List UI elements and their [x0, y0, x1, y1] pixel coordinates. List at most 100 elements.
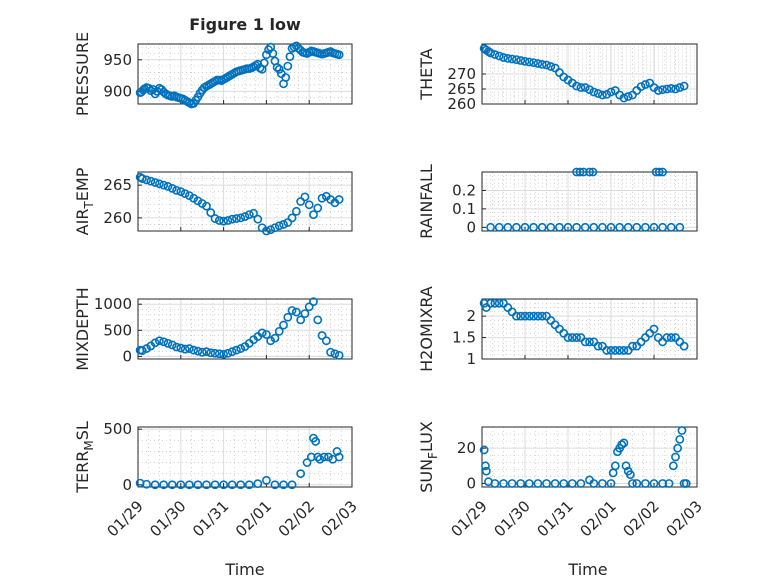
data-point — [486, 222, 495, 232]
data-point — [202, 347, 211, 357]
data-point — [227, 480, 237, 490]
data-point — [494, 51, 504, 61]
data-point — [163, 338, 173, 348]
data-point — [481, 466, 491, 476]
data-point — [334, 350, 344, 360]
data-point — [662, 84, 672, 94]
ylabel-h2omixra: H2OMIXRA — [417, 286, 436, 372]
data-point — [529, 222, 538, 232]
data-point — [219, 349, 228, 359]
data-point — [227, 214, 237, 224]
data-point — [628, 341, 637, 351]
data-point — [193, 480, 203, 490]
y-tick-label: 0 — [122, 347, 132, 365]
data-point — [279, 320, 288, 330]
panel-terr-msl: 0 500 01/29 01/30 01/31 02/01 02/02 02/03 TERRMS… — [73, 420, 361, 540]
data-point — [159, 180, 169, 190]
data-point — [279, 220, 288, 229]
x-tick-label: 02/03 — [318, 497, 361, 540]
data-point — [529, 58, 538, 67]
data-point — [302, 458, 312, 467]
data-point — [176, 187, 186, 197]
data-point — [537, 311, 547, 321]
data-point — [300, 192, 310, 202]
data-point — [654, 167, 664, 177]
y-tick-label: 1.5 — [452, 329, 476, 347]
data-point — [236, 213, 246, 223]
data-point — [315, 454, 325, 464]
ylabel-air-temp: AIRTEMP — [73, 167, 96, 235]
xlabel-right: Time — [567, 560, 607, 579]
data-point — [542, 479, 551, 488]
data-point — [486, 298, 495, 308]
plot-area — [138, 172, 352, 231]
data-point — [580, 222, 590, 232]
panel-sun-flux: 0 20 01/29 01/30 01/31 02/01 02/02 02/03 SUNFLUX — [417, 421, 706, 540]
y-tick-label: 500 — [103, 321, 132, 339]
y-tick-label: 0.1 — [452, 200, 476, 218]
figure-title: Figure 1 low — [189, 15, 301, 34]
data-point — [259, 58, 269, 68]
data-point — [227, 347, 237, 357]
data-point — [572, 222, 581, 232]
x-tick-label: 01/31 — [189, 497, 232, 540]
x-tick-label: 02/02 — [620, 497, 663, 540]
data-point — [576, 83, 586, 92]
data-point — [304, 302, 314, 312]
data-point — [567, 333, 577, 342]
x-tick-label: 01/29 — [448, 497, 491, 540]
data-point — [520, 57, 530, 66]
axes-frame — [137, 171, 353, 232]
data-point — [503, 54, 513, 63]
data-point — [598, 90, 607, 100]
data-point — [249, 208, 258, 218]
data-point — [580, 337, 590, 347]
data-point — [274, 221, 284, 231]
data-point — [625, 470, 635, 480]
data-point — [679, 81, 689, 91]
data-point — [516, 479, 526, 488]
data-point — [546, 222, 556, 232]
data-point — [150, 480, 160, 490]
data-point — [664, 479, 674, 488]
data-point — [317, 193, 327, 203]
data-point — [146, 176, 156, 186]
data-point — [154, 179, 164, 189]
data-point — [214, 349, 224, 359]
data-point — [332, 447, 342, 456]
data-point — [563, 222, 573, 232]
data-point — [516, 311, 526, 321]
data-point — [176, 480, 186, 490]
data-point — [287, 480, 297, 490]
x-tick-label: 01/30 — [146, 497, 189, 540]
data-point — [223, 348, 233, 358]
data-point — [494, 222, 504, 232]
data-point — [244, 480, 254, 490]
y-tick-label: 0 — [122, 476, 132, 494]
data-point — [533, 59, 543, 68]
data-point — [662, 333, 672, 342]
data-point — [274, 326, 284, 336]
data-point — [167, 340, 177, 350]
panel-pressure: 900 950 PRESSURE — [73, 32, 353, 116]
ylabel-terr-msl: TERRMSL — [73, 421, 96, 494]
data-point — [261, 226, 271, 236]
data-point — [615, 222, 624, 232]
data-point — [617, 440, 627, 450]
data-point — [589, 479, 599, 488]
data-point — [172, 185, 181, 195]
data-point — [281, 73, 291, 82]
data-point — [253, 479, 263, 489]
data-point — [167, 183, 177, 193]
data-point — [172, 342, 181, 352]
data-point — [533, 479, 543, 488]
data-point — [567, 479, 577, 488]
data-point — [589, 87, 599, 97]
data-point — [641, 80, 650, 89]
data-point — [479, 445, 489, 455]
data-point — [593, 341, 603, 351]
data-point — [214, 216, 224, 225]
data-point — [563, 333, 573, 342]
